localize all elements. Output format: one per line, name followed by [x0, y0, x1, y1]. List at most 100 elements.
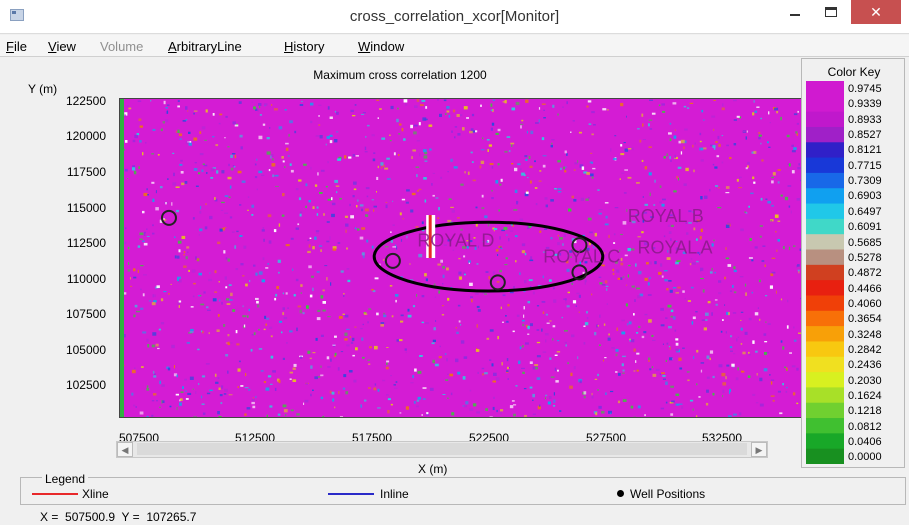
- color-key-swatch: [806, 249, 844, 266]
- color-key-label: 0.0406: [848, 436, 882, 449]
- color-key-panel: Color Key 0.9745 0.9339 0.8933 0.8527 0.8121…: [801, 58, 905, 468]
- legend-inline-label: Inline: [380, 487, 409, 501]
- close-icon: ✕: [870, 3, 882, 20]
- maximize-button[interactable]: [816, 0, 846, 24]
- y-coordinate: 107265.7: [146, 510, 197, 524]
- color-key-swatch: [806, 126, 844, 143]
- title-bar: cross_correlation_xcor[Monitor] ✕: [0, 0, 909, 34]
- coordinate-readout: X = 507500.9 Y = 107265.7: [40, 510, 197, 524]
- overlay-layer: ROYAL D ROYAL B ROYAL A ROYAL C: [160, 206, 713, 293]
- well-label: ROYAL C: [543, 246, 620, 266]
- color-key-label: 0.4872: [848, 267, 882, 280]
- menu-window[interactable]: Window: [358, 39, 405, 54]
- map-title: Maximum cross correlation 1200: [313, 68, 487, 82]
- horizontal-scrollbar[interactable]: ◀ ▶: [116, 441, 768, 458]
- color-key-label: 0.9745: [848, 83, 882, 95]
- color-key-label: 0.0000: [848, 451, 882, 464]
- scroll-left-icon[interactable]: ◀: [117, 442, 133, 457]
- well-marker[interactable]: [571, 264, 588, 281]
- color-key-swatch: [806, 111, 844, 128]
- menu-view[interactable]: View: [48, 39, 76, 54]
- menu-volume: Volume: [100, 39, 144, 54]
- y-tick-label: 115000: [66, 201, 106, 215]
- color-key-bar: [806, 81, 844, 464]
- y-tick-label: 110000: [66, 272, 106, 286]
- correlation-map[interactable]: ROYAL D ROYAL B ROYAL A ROYAL C: [119, 98, 802, 418]
- color-key-label: 0.4060: [848, 297, 882, 310]
- color-key-label: 0.2842: [848, 343, 882, 356]
- color-key-label: 0.2436: [848, 359, 882, 372]
- x-axis-title: X (m): [418, 462, 448, 476]
- color-key-swatch: [806, 218, 844, 235]
- well-label: ROYAL A: [638, 238, 713, 258]
- x-coordinate: 507500.9: [65, 510, 116, 524]
- color-key-swatch: [806, 234, 844, 251]
- speckle-layer: [120, 99, 801, 417]
- window-title: cross_correlation_xcor[Monitor]: [349, 8, 560, 25]
- y-tick-label: 105000: [65, 343, 106, 357]
- color-key-swatch: [806, 341, 844, 358]
- app-icon[interactable]: [10, 9, 24, 21]
- color-key-label: 0.2030: [848, 374, 882, 387]
- color-key-swatch: [806, 188, 844, 205]
- color-key-title: Color Key: [827, 65, 881, 79]
- legend-box: [20, 477, 906, 505]
- color-key-label: 0.5685: [848, 236, 882, 249]
- color-key-swatch: [806, 387, 844, 404]
- well-marker[interactable]: [384, 252, 401, 269]
- color-key-swatch: [806, 280, 844, 297]
- color-key-swatch: [806, 157, 844, 174]
- color-key-label: 0.8933: [848, 113, 882, 126]
- menu-file[interactable]: File: [6, 39, 27, 54]
- menu-arbitraryline[interactable]: ArbitraryLine: [168, 39, 242, 54]
- inline-swatch: [328, 493, 374, 495]
- y-tick-label: 112500: [66, 236, 106, 250]
- color-key-label: 0.6903: [848, 190, 882, 203]
- well-marker[interactable]: [571, 237, 588, 254]
- highlight-ellipse: [372, 220, 605, 293]
- color-key-swatch: [806, 418, 844, 434]
- color-key-label: 0.6497: [848, 205, 882, 218]
- y-tick-label: 117500: [66, 165, 106, 179]
- map-panel: Maximum cross correlation 1200 Y (m) 122…: [4, 58, 802, 476]
- y-tick-label: 107500: [65, 307, 106, 321]
- color-key-swatch: [806, 96, 844, 113]
- color-key-label: 0.7715: [848, 159, 882, 172]
- scroll-right-icon[interactable]: ▶: [751, 442, 767, 457]
- minimize-button[interactable]: [780, 0, 810, 24]
- color-key-swatch: [806, 264, 844, 281]
- color-key-swatch: [806, 295, 844, 312]
- legend-xline-label: Xline: [82, 487, 109, 501]
- color-key-label: 0.3654: [848, 313, 882, 326]
- color-key-swatch: [806, 310, 844, 327]
- color-key-label: 0.7309: [848, 175, 882, 188]
- legend-title: Legend: [42, 472, 89, 486]
- color-key-label: 0.1624: [848, 390, 882, 402]
- y-tick-label: 122500: [65, 94, 106, 108]
- well-marker[interactable]: [489, 274, 506, 291]
- color-key-swatch: [806, 203, 844, 220]
- color-key-label: 0.0812: [848, 420, 882, 433]
- color-key-swatch: [806, 448, 844, 464]
- menu-history[interactable]: History: [284, 39, 325, 54]
- y-tick-label: 102500: [65, 378, 106, 392]
- y-axis-title: Y (m): [28, 82, 58, 96]
- legend-wells-label: Well Positions: [630, 487, 706, 501]
- well-label: ROYAL D: [417, 231, 494, 251]
- color-key-label: 0.4466: [848, 282, 882, 295]
- menu-bar: File View Volume ArbitraryLine History W…: [0, 35, 909, 57]
- map-canvas[interactable]: ROYAL D ROYAL B ROYAL A ROYAL C: [120, 99, 801, 417]
- maximize-icon: [825, 7, 837, 17]
- close-button[interactable]: ✕: [851, 0, 901, 24]
- color-key-label: 0.5278: [848, 251, 882, 264]
- well-marker[interactable]: [160, 209, 177, 226]
- scroll-thumb[interactable]: [137, 443, 747, 455]
- well-position-icon: [617, 490, 624, 497]
- color-key-label: 0.9339: [848, 98, 882, 111]
- color-key-swatch: [806, 372, 844, 388]
- color-key-swatch: [806, 142, 844, 159]
- color-key-swatch: [806, 402, 844, 419]
- well-label: ROYAL B: [628, 206, 704, 226]
- color-key-label: 0.6091: [848, 221, 882, 234]
- y-tick-label: 120000: [65, 129, 106, 143]
